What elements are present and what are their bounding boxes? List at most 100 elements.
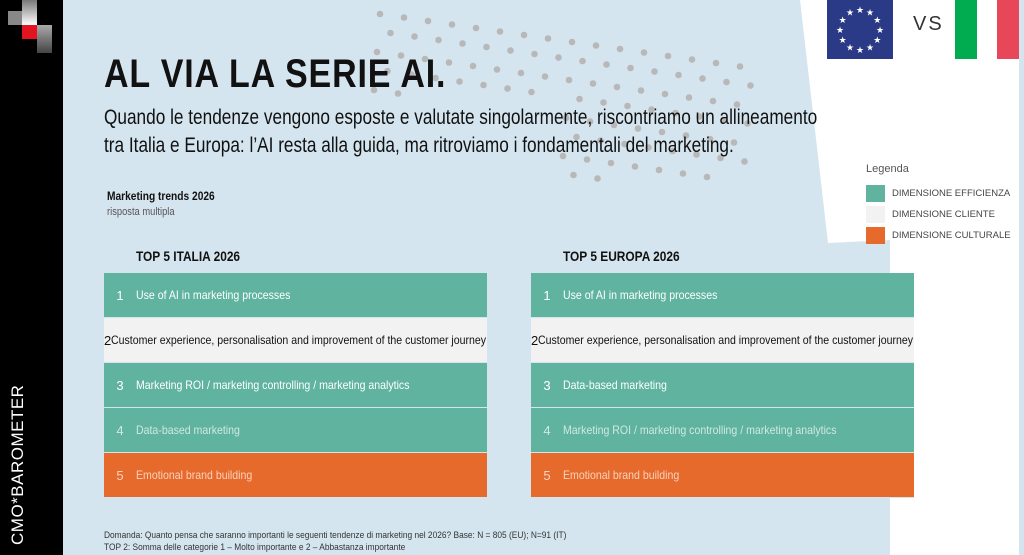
dot <box>594 175 601 182</box>
dot <box>717 154 724 162</box>
star-icon: ★ <box>873 15 881 25</box>
table-row: 5 Emotional brand building <box>104 453 487 498</box>
dot <box>661 90 669 98</box>
dot <box>712 59 720 67</box>
footnote-top2: TOP 2: Somma delle categorie 1 – Molto i… <box>104 542 406 553</box>
dot <box>517 69 525 77</box>
dot <box>483 43 490 51</box>
dot <box>658 128 666 136</box>
chart-label: Marketing trends 2026 <box>107 189 215 203</box>
dot <box>693 151 700 158</box>
dot <box>589 80 597 87</box>
dot <box>696 113 703 120</box>
rank: 3 <box>116 377 124 393</box>
page-title: AL VIA LA SERIE AI. <box>104 52 447 96</box>
dot <box>531 50 538 58</box>
dot <box>634 125 642 132</box>
dot <box>682 132 690 139</box>
dot <box>741 158 748 165</box>
dot <box>703 173 711 181</box>
dot <box>706 135 714 143</box>
trend-label: Customer experience, personalisation and… <box>538 333 914 347</box>
dot <box>408 71 415 78</box>
legend-swatch <box>866 227 885 244</box>
legend-swatch <box>866 185 885 202</box>
dot <box>400 14 408 21</box>
dot <box>586 118 594 125</box>
legend-item: DIMENSIONE CULTURALE <box>866 225 1011 246</box>
dot <box>496 28 504 35</box>
rank: 2 <box>104 332 112 348</box>
table-row: 3 Marketing ROI / marketing controlling /… <box>104 363 487 408</box>
dot <box>568 38 576 46</box>
trend-label: Marketing ROI / marketing controlling / … <box>563 423 837 437</box>
dot <box>559 152 567 160</box>
dot <box>600 99 607 106</box>
rank: 2 <box>531 332 539 348</box>
footnote: Domanda: Quanto pensa che saranno import… <box>104 530 566 554</box>
dot <box>472 24 480 32</box>
dot <box>469 62 477 70</box>
dot <box>709 97 717 105</box>
table-row: 5 Emotional brand building <box>531 453 914 498</box>
dot <box>520 31 528 39</box>
trend-label: Data-based marketing <box>563 378 667 392</box>
europa-title: TOP 5 EUROPA 2026 <box>563 248 680 264</box>
dot <box>576 95 583 103</box>
dot <box>685 94 693 101</box>
dot <box>421 55 429 63</box>
trend-label: Data-based marketing <box>136 423 240 437</box>
table-row: 3 Data-based marketing <box>531 363 914 408</box>
trend-label: Customer experience, personalisation and… <box>111 333 487 347</box>
dot <box>607 159 615 167</box>
dot <box>675 71 682 79</box>
dot <box>592 42 600 49</box>
table-row: 2 Customer experience, personalisation an… <box>531 318 914 363</box>
dot <box>723 78 730 86</box>
rank: 1 <box>543 287 551 303</box>
dot <box>610 121 618 129</box>
table-row: 4 Marketing ROI / marketing controlling /… <box>531 408 914 453</box>
dot <box>573 133 580 141</box>
dot <box>648 106 655 113</box>
logo-pixel <box>37 25 52 53</box>
dot <box>435 36 442 44</box>
dot <box>603 61 610 68</box>
dot <box>747 82 754 89</box>
rank: 4 <box>543 422 551 438</box>
italy-flag-red <box>997 0 1019 59</box>
rank: 4 <box>116 422 124 438</box>
dot <box>583 156 591 163</box>
trend-label: Emotional brand building <box>136 468 253 482</box>
dot <box>579 57 586 65</box>
trend-label: Use of AI in marketing processes <box>136 288 291 302</box>
rank: 1 <box>116 287 124 303</box>
dot <box>597 137 604 144</box>
italia-title: TOP 5 ITALIA 2026 <box>136 248 241 264</box>
dot <box>655 166 663 174</box>
dot <box>651 68 658 75</box>
trend-label: Emotional brand building <box>563 468 680 482</box>
chart-sublabel: risposta multipla <box>107 206 175 218</box>
logo-icon <box>8 11 22 25</box>
star-icon: ★ <box>846 42 854 52</box>
sidebar: CMO*BAROMETER <box>0 0 63 555</box>
star-icon: ★ <box>856 45 864 55</box>
rank: 3 <box>543 377 551 393</box>
dot <box>555 54 562 61</box>
dot <box>679 170 687 177</box>
dot <box>624 102 631 110</box>
table-row: 1 Use of AI in marketing processes <box>104 273 487 318</box>
star-icon: ★ <box>873 35 881 45</box>
dot <box>631 163 639 170</box>
italy-flag-icon <box>955 0 977 59</box>
legend-label: DIMENSIONE CLIENTE <box>892 209 995 220</box>
dot <box>384 67 391 75</box>
legend-swatch <box>866 206 885 223</box>
dot <box>627 64 634 72</box>
table-row: 2 Customer experience, personalisation an… <box>104 318 487 363</box>
dot <box>562 114 570 122</box>
right-edge <box>1019 0 1024 555</box>
star-icon: ★ <box>839 15 847 25</box>
